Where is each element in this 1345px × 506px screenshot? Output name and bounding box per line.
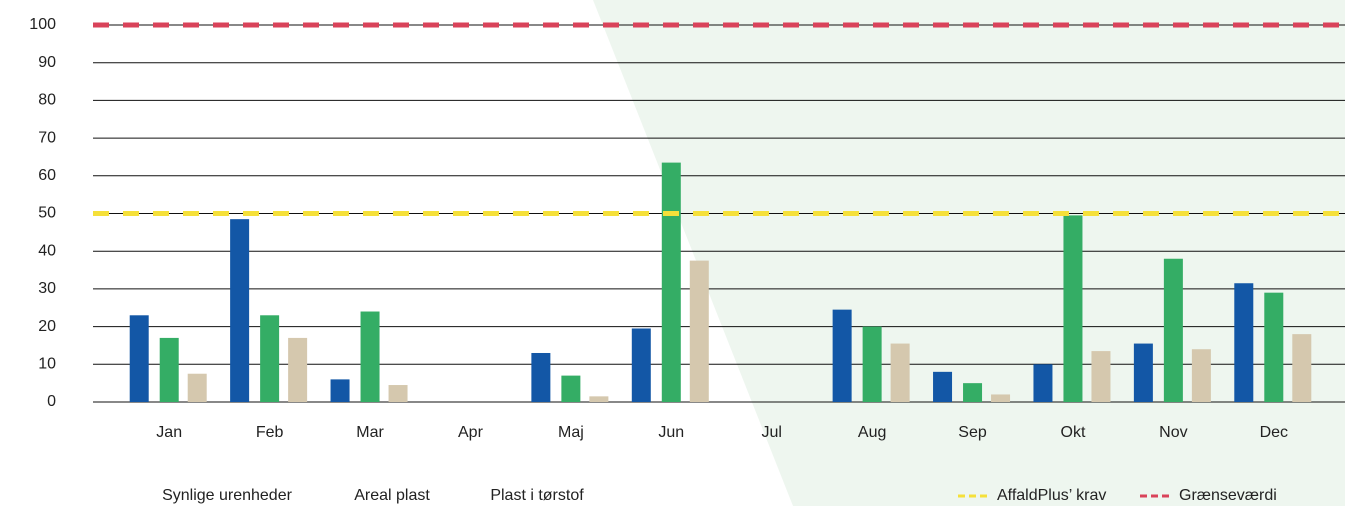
y-tick-label: 100: [29, 16, 56, 33]
bar: [661, 162, 681, 402]
bar: [388, 385, 408, 402]
bar: [689, 260, 709, 402]
x-tick-label: Feb: [256, 424, 284, 441]
x-tick-label: Nov: [1159, 424, 1187, 441]
bar: [288, 337, 308, 402]
bar: [933, 371, 953, 402]
x-tick-label: Aug: [858, 424, 886, 441]
bar: [561, 375, 581, 402]
y-tick-label: 10: [38, 356, 56, 373]
y-tick-label: 40: [38, 242, 56, 259]
x-tick-label: Jul: [761, 424, 781, 441]
bar: [631, 328, 651, 402]
bar: [862, 326, 882, 402]
x-tick-label: Maj: [558, 424, 584, 441]
legend-label: Plast i tørstof: [490, 487, 584, 504]
bar: [963, 383, 983, 402]
x-tick-label: Jun: [658, 424, 684, 441]
y-tick-label: 50: [38, 205, 56, 222]
background-shape: [593, 0, 1345, 506]
y-tick-label: 70: [38, 129, 56, 146]
bar: [1292, 334, 1312, 402]
bar: [1063, 215, 1083, 402]
x-tick-label: Apr: [458, 424, 484, 441]
bar: [330, 379, 350, 402]
bar: [230, 219, 250, 402]
x-tick-label: Jan: [156, 424, 182, 441]
bar: [1163, 258, 1183, 402]
legend-label: Areal plast: [354, 487, 430, 504]
bar: [1191, 349, 1211, 402]
bar: [531, 352, 551, 402]
legend-label: Synlige urenheder: [162, 487, 293, 504]
bar: [1133, 343, 1153, 402]
bar: [159, 337, 179, 402]
bar: [260, 315, 280, 402]
y-tick-label: 20: [38, 318, 56, 335]
bar: [129, 315, 149, 402]
legend-label: Grænseværdi: [1179, 487, 1277, 504]
y-tick-label: 90: [38, 54, 56, 71]
bar: [187, 373, 207, 402]
bar: [360, 311, 380, 402]
bar: [832, 309, 852, 402]
legend-label: AffaldPlus’ krav: [997, 487, 1106, 504]
bar: [589, 396, 609, 402]
x-tick-label: Dec: [1260, 424, 1288, 441]
bar: [1264, 292, 1284, 402]
bar: [991, 394, 1011, 402]
x-tick-label: Mar: [356, 424, 384, 441]
x-tick-label: Okt: [1061, 424, 1086, 441]
y-tick-label: 80: [38, 92, 56, 109]
y-tick-label: 60: [38, 167, 56, 184]
bar: [1033, 364, 1053, 402]
y-tick-label: 30: [38, 280, 56, 297]
x-tick-label: Sep: [958, 424, 987, 441]
bar: [890, 343, 910, 402]
bar: [1234, 283, 1254, 402]
y-tick-label: 0: [47, 393, 56, 410]
bar: [1091, 351, 1111, 402]
